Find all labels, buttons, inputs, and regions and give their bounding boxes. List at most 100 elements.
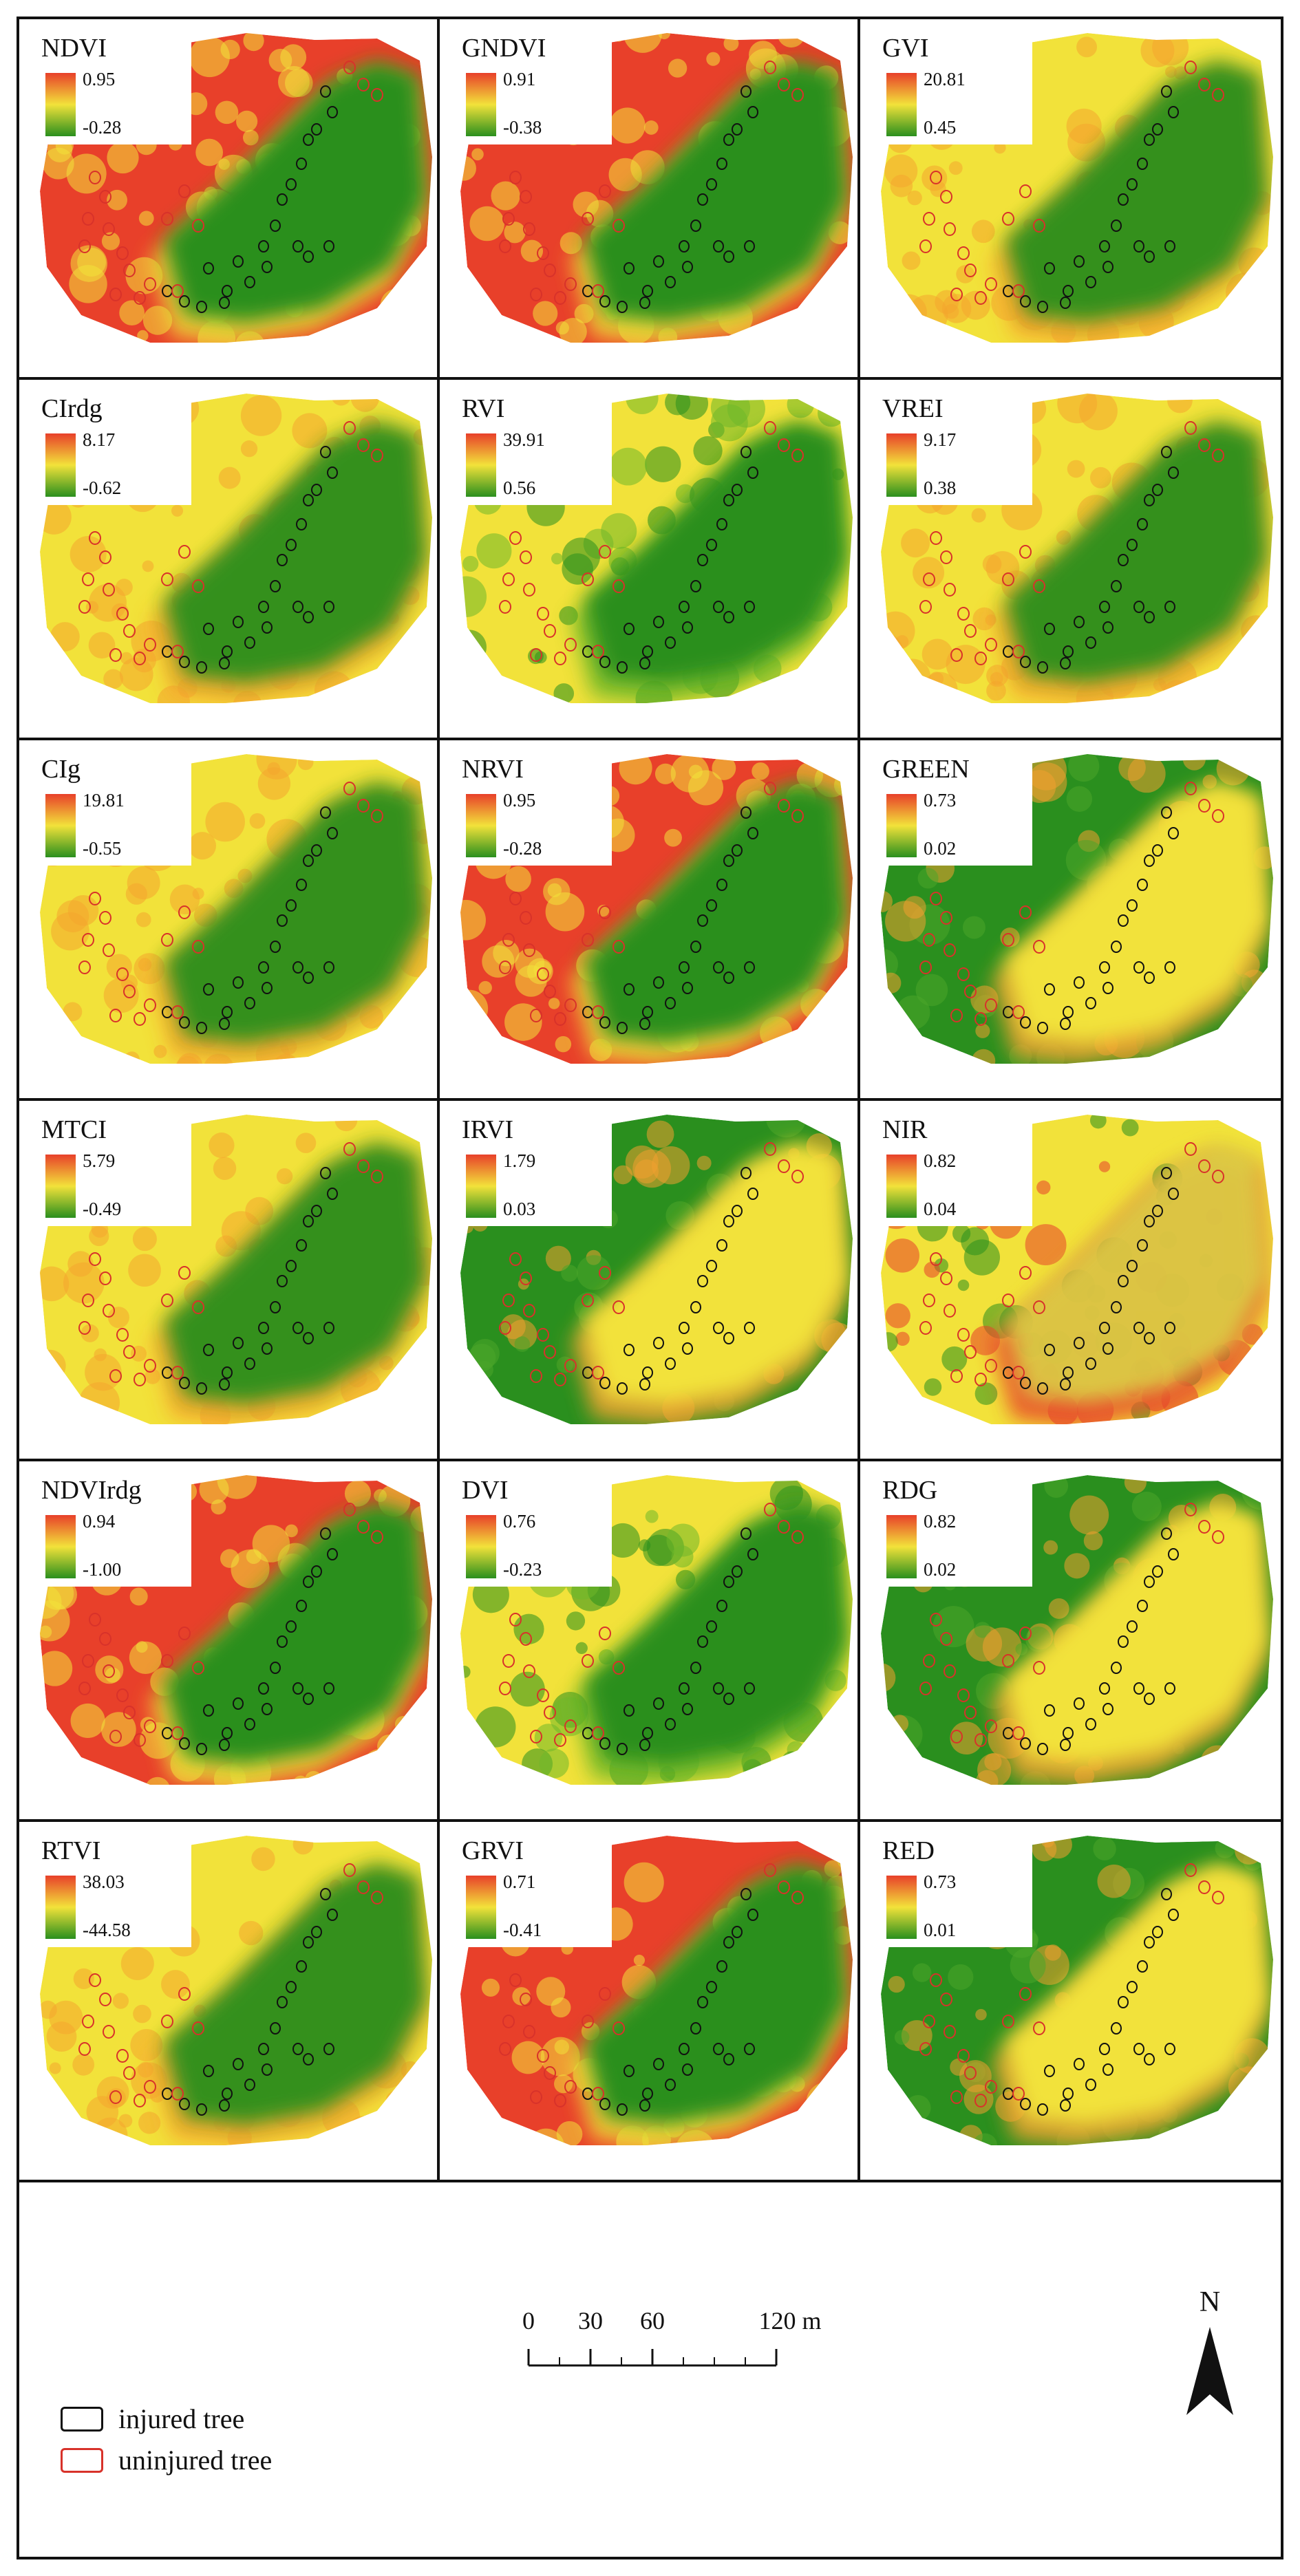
- crown-core: [584, 1142, 847, 1404]
- injured-tree-marker: [1144, 133, 1155, 146]
- uninjured-tree-marker: [1002, 1654, 1014, 1668]
- injured-tree-marker: [1168, 106, 1179, 118]
- injured-tree-marker: [219, 1018, 230, 1030]
- texture-blob: [474, 1706, 516, 1748]
- scale-tick-120: 120 m: [758, 2307, 822, 2334]
- injured-tree-marker: [1020, 2098, 1031, 2110]
- uninjured-tree-marker: [764, 782, 776, 795]
- texture-blob: [1025, 1224, 1067, 1266]
- panel-legend: RDG 0.82 0.02: [873, 1471, 1032, 1587]
- injured-tree-marker: [1133, 1682, 1144, 1695]
- uninjured-tree-marker: [599, 1627, 611, 1640]
- texture-blob: [972, 2133, 998, 2145]
- injured-tree-marker: [1118, 914, 1129, 927]
- injured-tree-marker: [327, 1909, 338, 1921]
- injured-tree-marker: [303, 972, 314, 984]
- panel-legend: CIg 19.81 -0.55: [32, 750, 191, 866]
- uninjured-tree-marker: [985, 277, 997, 291]
- injured-tree-marker: [179, 1377, 190, 1389]
- uninjured-tree-marker: [520, 1993, 532, 2006]
- texture-blob: [821, 305, 853, 343]
- injured-tree-marker: [258, 240, 269, 253]
- panel-legend: VREI 9.17 0.38: [873, 389, 1032, 505]
- texture-blob: [806, 656, 845, 695]
- injured-tree-marker: [1085, 276, 1096, 288]
- uninjured-tree-marker: [791, 809, 804, 823]
- texture-blob: [645, 1510, 659, 1523]
- uninjured-tree-marker: [371, 88, 383, 102]
- uninjured-tree-marker: [985, 638, 997, 652]
- texture-blob: [894, 2030, 910, 2045]
- panel-legend: GREEN 0.73 0.02: [873, 750, 1032, 866]
- injured-tree-marker: [624, 2065, 635, 2077]
- injured-tree-marker: [679, 240, 690, 253]
- texture-blob: [478, 980, 492, 995]
- uninjured-tree-marker: [116, 2049, 129, 2063]
- injured-tree-marker: [296, 158, 307, 170]
- uninjured-tree-marker: [974, 652, 987, 665]
- uninjured-tree-marker: [103, 222, 115, 236]
- injured-tree-marker: [723, 250, 734, 263]
- uninjured-tree-marker: [554, 1733, 566, 1747]
- uninjured-tree-marker: [985, 1719, 997, 1733]
- injured-tree-marker: [1102, 2063, 1113, 2076]
- uninjured-tree-marker: [1212, 1530, 1224, 1544]
- texture-blob: [787, 1741, 804, 1759]
- uninjured-tree-marker: [178, 1266, 191, 1280]
- injured-tree-marker: [723, 611, 734, 623]
- uninjured-tree-marker: [1002, 933, 1014, 947]
- texture-blob: [1044, 1475, 1069, 1498]
- injured-tree-marker: [303, 1576, 314, 1588]
- color-ramp: [45, 1515, 76, 1578]
- crown-core: [164, 1503, 427, 1764]
- uninjured-tree-marker: [940, 1993, 952, 2006]
- injured-tree-marker: [1144, 1936, 1155, 1949]
- uninjured-tree-marker: [537, 246, 549, 260]
- injured-tree-marker: [1044, 623, 1055, 635]
- texture-blob: [548, 998, 560, 1009]
- texture-blob: [511, 2041, 545, 2074]
- injured-tree-marker: [697, 1635, 708, 1648]
- uninjured-tree-marker: [89, 892, 101, 905]
- injured-tree-marker: [286, 1260, 297, 1272]
- injured-tree-marker: [327, 106, 338, 118]
- injured-tree-marker: [262, 261, 273, 273]
- uninjured-tree-marker: [530, 2090, 542, 2104]
- texture-blob: [921, 638, 953, 670]
- texture-blob: [63, 305, 77, 319]
- uninjured-tree-marker: [940, 190, 952, 204]
- uninjured-tree-marker: [1033, 940, 1045, 954]
- injured-tree-marker: [723, 494, 734, 506]
- injured-tree-marker: [320, 446, 331, 458]
- uninjured-tree-marker: [919, 239, 932, 253]
- injured-tree-marker: [258, 1682, 269, 1695]
- injured-tree-marker: [219, 657, 230, 669]
- texture-blob: [908, 294, 948, 335]
- uninjured-tree-marker: [178, 184, 191, 198]
- injured-tree-marker: [320, 85, 331, 98]
- texture-blob: [188, 832, 216, 860]
- uninjured-tree-marker: [1212, 1891, 1224, 1904]
- texture-blob: [49, 2062, 61, 2074]
- injured-tree-marker: [244, 636, 255, 649]
- color-ramp: [886, 433, 917, 497]
- injured-tree-marker: [179, 2098, 190, 2110]
- texture-blob: [120, 1946, 154, 1980]
- uninjured-tree-marker: [178, 905, 191, 919]
- index-name: RTVI: [41, 1836, 101, 1865]
- injured-tree-marker: [732, 1205, 743, 1217]
- injured-tree-marker: [1085, 997, 1096, 1009]
- texture-blob: [1089, 1115, 1107, 1129]
- uninjured-tree-marker: [99, 1271, 111, 1285]
- injured-tree-marker: [1144, 494, 1155, 506]
- texture-blob: [806, 1739, 833, 1765]
- injured-tree-marker: [179, 1016, 190, 1029]
- uninjured-tree-marker: [537, 2049, 549, 2063]
- uninjured-tree-marker: [530, 1730, 542, 1743]
- injured-tree-marker: [747, 1909, 758, 1921]
- texture-blob: [553, 683, 575, 703]
- ramp-max-value: 9.17: [924, 429, 957, 450]
- texture-blob: [142, 305, 173, 335]
- texture-blob: [894, 658, 931, 695]
- texture-blob: [85, 1353, 122, 1391]
